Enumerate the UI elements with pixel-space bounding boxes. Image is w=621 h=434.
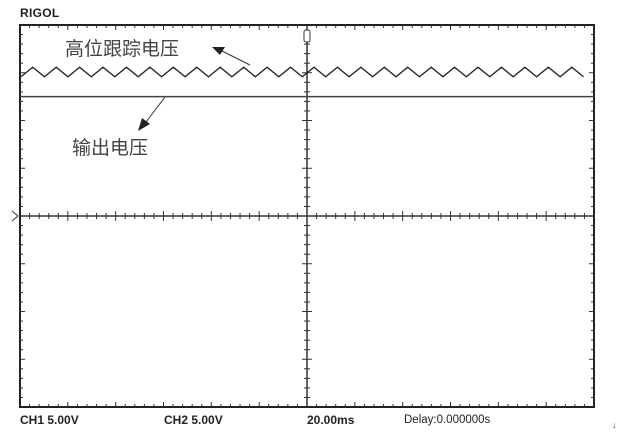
brand-logo: RIGOL — [20, 6, 60, 20]
ch2-scale: CH2 5.00V — [164, 413, 223, 427]
timebase: 20.00ms — [307, 413, 355, 427]
arrowhead-icon — [212, 47, 225, 55]
tracking-voltage-trace — [20, 66, 584, 78]
arrowhead-icon — [138, 118, 150, 131]
ground-marker-icon — [11, 210, 19, 222]
ch1-scale: CH1 5.00V — [20, 413, 79, 427]
annotation-arrow-line — [145, 96, 166, 123]
delay-readout: Delay:0.000000s — [404, 414, 491, 426]
annotation-output-voltage: 输出电压 — [72, 137, 149, 159]
annotation-arrow-line — [221, 50, 251, 66]
annotation-tracking-voltage: 高位跟踪电压 — [65, 38, 180, 60]
arrow-down-icon: ↓ — [612, 420, 617, 430]
trigger-position-icon — [303, 29, 311, 43]
